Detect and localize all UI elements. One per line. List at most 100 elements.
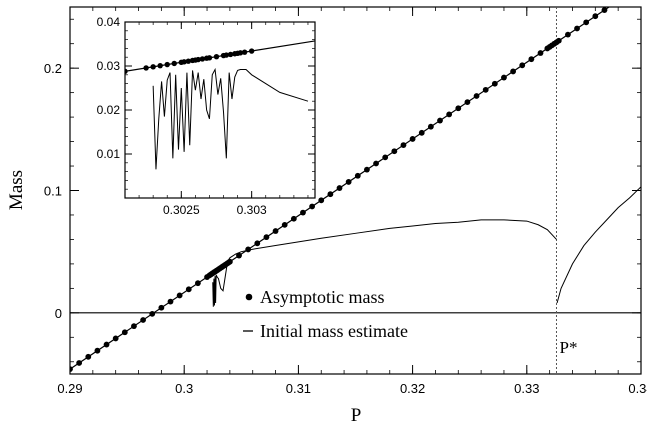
asymptotic-mass-point: [391, 148, 398, 155]
asymptotic-mass-point: [327, 191, 334, 198]
inset-asymptotic-point: [241, 49, 248, 55]
asymptotic-mass-point: [85, 353, 92, 360]
asymptotic-mass-point: [149, 310, 156, 317]
asymptotic-mass-point: [76, 360, 83, 366]
asymptotic-mass-point: [455, 105, 462, 112]
inset-y-tick-label: 0.01: [97, 147, 121, 161]
inset-asymptotic-point: [248, 48, 255, 54]
x-axis-title: P: [351, 405, 362, 426]
inset-x-tick-label: 0.303: [237, 203, 267, 217]
asymptotic-mass-point: [158, 304, 165, 311]
initial-mass-line-left: [212, 219, 557, 307]
x-tick-label: 0.33: [514, 381, 539, 396]
main-axis-ticks: [69, 7, 642, 374]
asymptotic-mass-point: [418, 129, 425, 136]
asymptotic-mass-point: [94, 347, 101, 354]
asymptotic-mass-point: [185, 286, 192, 293]
inset-asymptotic-point: [143, 65, 149, 71]
inset-y-tick-label: 0.04: [97, 15, 121, 29]
asymptotic-mass-point: [409, 136, 416, 142]
inset-asymptotic-point: [223, 52, 230, 58]
legend-initial-label: Initial mass estimate: [260, 321, 408, 341]
asymptotic-mass-point: [446, 111, 453, 118]
asymptotic-mass-point: [236, 252, 242, 259]
x-tick-label: 0.31: [286, 381, 311, 396]
asymptotic-mass-point: [528, 56, 535, 63]
y-tick-label: 0.2: [44, 61, 62, 76]
asymptotic-mass-point: [70, 366, 73, 373]
inset-y-tick-label: 0.03: [97, 59, 121, 73]
asymptotic-mass-point: [601, 7, 608, 13]
inset-asymptotic-point: [195, 56, 201, 63]
inset-asymptotic-point: [199, 56, 206, 62]
inset-asymptotic-point: [171, 60, 177, 67]
x-tick-label: 0.34: [628, 381, 647, 396]
asymptotic-mass-point: [112, 335, 119, 342]
x-tick-label: 0.3: [175, 381, 193, 396]
asymptotic-mass-point: [245, 246, 252, 253]
asymptotic-mass-point: [364, 166, 370, 173]
inset-y-tick-label: 0.02: [97, 103, 121, 117]
inset-asymptotic-point: [227, 51, 234, 58]
asymptotic-mass-point: [254, 240, 261, 247]
inset-x-tick-label: 0.3025: [163, 203, 200, 217]
inset-asymptotic-line: [125, 40, 315, 72]
inset-asymptotic-point: [125, 68, 128, 74]
inset-axis-ticks: [124, 21, 315, 198]
asymptotic-mass-point: [555, 37, 562, 44]
asymptotic-mass-point: [263, 234, 270, 241]
inset-chart: 0.3025 0.303 0.01 0.02 0.03 0.04: [97, 15, 316, 217]
inset-background: [125, 22, 315, 198]
initial-mass-line-right: [556, 186, 641, 304]
asymptotic-mass-point: [501, 74, 507, 81]
asymptotic-mass-point: [318, 197, 325, 204]
asymptotic-mass-point: [290, 215, 297, 222]
x-tick-label: 0.29: [57, 381, 82, 396]
inset-tick-labels: 0.3025 0.303 0.01 0.02 0.03 0.04: [97, 15, 267, 217]
asymptotic-mass-point: [519, 62, 526, 69]
inset-asymptotic-point: [164, 61, 170, 68]
asymptotic-mass-point: [176, 292, 183, 299]
asymptotic-mass-point: [537, 50, 544, 56]
asymptotic-mass-point: [121, 329, 128, 336]
asymptotic-mass-point: [195, 280, 201, 287]
asymptotic-mass-point: [400, 142, 407, 148]
asymptotic-mass-point: [574, 25, 580, 32]
asymptotic-mass-point: [510, 68, 516, 75]
inset-initial-mass-line: [152, 67, 309, 170]
asymptotic-mass-point: [382, 154, 389, 161]
p-star-label: P*: [559, 338, 577, 357]
inset-asymptotic-point: [237, 50, 244, 56]
asymptotic-mass-point: [281, 221, 288, 228]
asymptotic-mass-point: [167, 298, 174, 305]
inset-asymptotic-point: [181, 59, 187, 65]
asymptotic-mass-point: [373, 160, 379, 167]
asymptotic-mass-point: [464, 99, 471, 106]
asymptotic-mass-point: [309, 203, 316, 210]
legend-asymptotic-label: Asymptotic mass: [260, 287, 385, 307]
inset-asymptotic-point: [213, 53, 220, 60]
asymptotic-mass-point: [345, 179, 352, 185]
asymptotic-mass-point: [140, 317, 146, 323]
asymptotic-mass-point: [103, 341, 110, 348]
inset-asymptotic-point: [157, 62, 163, 69]
asymptotic-mass-point: [354, 172, 361, 179]
asymptotic-mass-point: [300, 209, 306, 216]
legend-asymptotic-marker: [245, 293, 253, 301]
y-axis-title: Mass: [6, 170, 27, 210]
inset-asymptotic-point: [185, 58, 192, 64]
asymptotic-mass-series: [70, 7, 610, 373]
inset-asymptotic-point: [206, 55, 213, 61]
asymptotic-mass-point: [427, 123, 434, 130]
inset-series: [125, 40, 315, 170]
asymptotic-mass-point: [482, 86, 489, 93]
y-tick-label: 0.1: [44, 184, 62, 199]
asymptotic-mass-point: [592, 13, 599, 20]
asymptotic-mass-point: [336, 185, 343, 191]
main-tick-labels: 0.29 0.3 0.31 0.32 0.33 0.34 0 0.1 0.2: [44, 61, 647, 396]
asymptotic-mass-point: [473, 93, 480, 99]
inset-asymptotic-point: [150, 64, 156, 70]
initial-mass-series: [212, 186, 641, 307]
asymptotic-mass-point: [272, 228, 279, 234]
